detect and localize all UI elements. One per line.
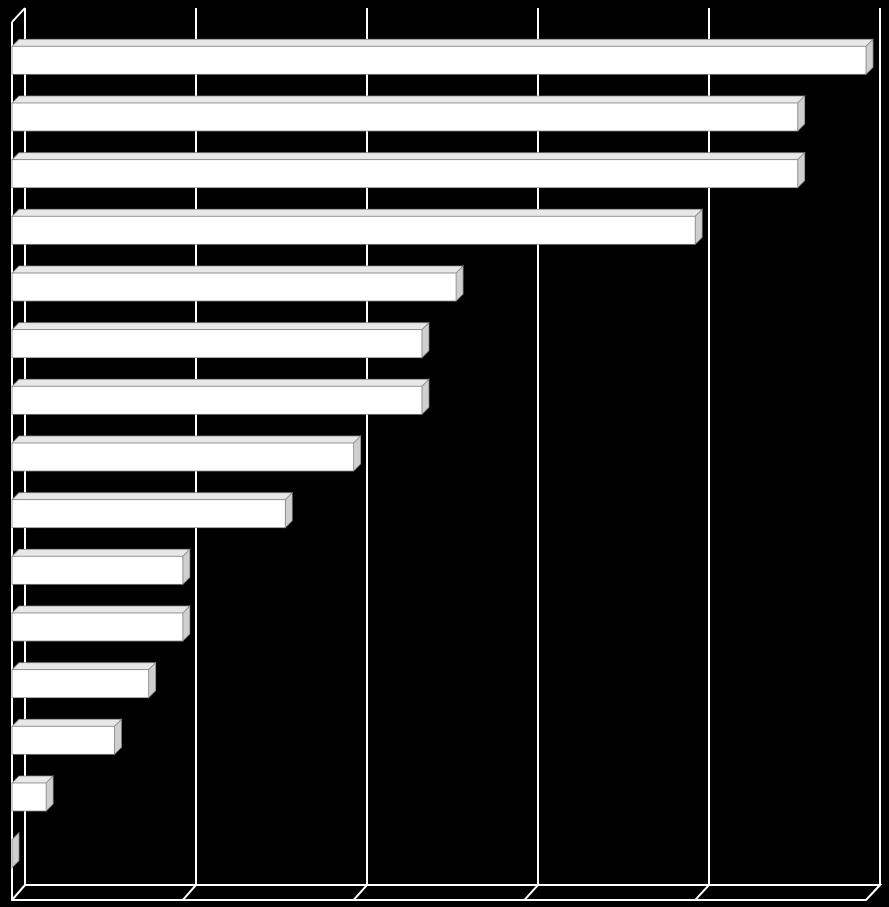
bar xyxy=(11,102,799,132)
bar-top xyxy=(11,662,157,671)
bar xyxy=(11,725,115,755)
grid-line xyxy=(694,8,710,901)
grid-line xyxy=(865,8,881,901)
bar xyxy=(11,499,286,529)
bar xyxy=(11,612,184,642)
bar-top xyxy=(11,208,704,217)
bar-top xyxy=(11,718,123,727)
bar xyxy=(11,669,150,699)
bar-top xyxy=(11,95,806,104)
bar-top xyxy=(11,152,806,161)
bar xyxy=(11,555,184,585)
bar-top xyxy=(11,548,191,557)
wall-edge xyxy=(11,7,26,23)
bar-top xyxy=(11,378,430,387)
bar-top xyxy=(11,605,191,614)
bar xyxy=(11,272,457,302)
bar xyxy=(11,45,867,75)
bar xyxy=(11,442,355,472)
bar-side xyxy=(11,831,20,869)
bar xyxy=(11,782,47,812)
bar-top xyxy=(11,322,430,331)
grid-line xyxy=(523,8,539,901)
bar-top xyxy=(11,492,294,501)
bar-top xyxy=(11,265,465,274)
bar xyxy=(11,329,423,359)
bar xyxy=(11,215,696,245)
bar-top xyxy=(11,435,362,444)
bar xyxy=(11,385,423,415)
bar-top xyxy=(11,38,874,47)
bar xyxy=(11,159,799,189)
